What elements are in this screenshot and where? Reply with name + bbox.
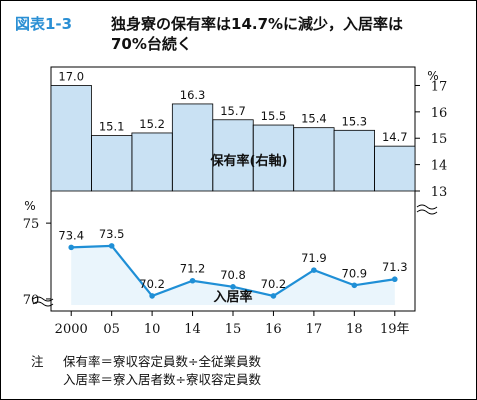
holding-rate-value-label: 16.3 [180, 88, 206, 102]
right-axis-tick-label: 16 [431, 106, 448, 121]
figure-number: 図表1-3 [15, 15, 73, 33]
occupancy-rate-value-label: 70.8 [220, 268, 246, 282]
holding-rate-value-label: 15.7 [220, 104, 246, 118]
right-axis-tick-label: 13 [431, 185, 448, 200]
left-axis-break-mark [32, 296, 54, 307]
x-axis-tick-label: 10 [144, 322, 161, 337]
figure-title-line1: 独身寮の保有率は14.7%に減少，入居率は [111, 15, 404, 33]
x-axis-tick-label: 2000 [55, 322, 88, 337]
holding-rate-bar [374, 145, 416, 192]
figure-title-line2: 70%台続く [111, 35, 192, 53]
right-axis-break-mark [416, 204, 438, 215]
holding-rate-value-label: 15.2 [139, 117, 165, 131]
left-axis-tick-label: 75 [23, 217, 40, 232]
occupancy-rate-point [311, 267, 317, 273]
occupancy-rate-area [71, 245, 395, 305]
occupancy-rate-value-label: 70.2 [261, 277, 287, 291]
x-axis-tick-label: 15 [225, 322, 242, 337]
occupancy-rate-value-label: 73.5 [99, 227, 125, 241]
occupancy-rate-point [189, 277, 196, 284]
occupancy-rate-value-label: 70.9 [342, 266, 368, 280]
x-axis-tick-label: 19年 [380, 322, 410, 337]
x-axis-tick-label: 18 [346, 322, 363, 337]
holding-rate-value-label: 15.5 [261, 109, 287, 123]
occupancy-rate-value-label: 71.2 [180, 262, 206, 276]
occupancy-rate-point [108, 243, 115, 249]
note-holding-rate: 保有率＝寮収容定員数÷全従業員数 [63, 354, 261, 369]
x-axis-tick-label: 14 [184, 322, 201, 337]
occupancy-rate-point [391, 276, 398, 283]
holding-rate-area [51, 85, 415, 191]
holding-rate-value-label: 14.7 [382, 130, 408, 144]
holding-rate-value-label: 15.4 [301, 112, 327, 126]
right-axis-tick-label: 14 [431, 159, 448, 174]
holding-rate-value-label: 15.1 [99, 120, 125, 134]
x-axis-tick-label: 16 [265, 322, 282, 337]
occupancy-rate-point [68, 244, 75, 251]
occupancy-rate-point [230, 284, 236, 290]
note-occupancy-rate: 入居率＝寮入居者数÷寮収容定員数 [63, 372, 261, 387]
occupancy-rate-value-label: 70.2 [139, 277, 165, 291]
occupancy-rate-point [270, 293, 277, 299]
occupancy-rate-point [149, 293, 155, 299]
occupancy-rate-series-label: 入居率 [213, 289, 252, 305]
occupancy-rate-value-label: 71.9 [301, 251, 327, 265]
x-axis-tick-label: 17 [306, 322, 323, 337]
occupancy-rate-value-label: 73.4 [58, 228, 84, 242]
holding-rate-series-label: 保有率(右軸) [210, 153, 288, 169]
left-axis-tick-label: 70 [23, 293, 40, 308]
holding-rate-value-label: 17.0 [58, 69, 84, 83]
note-mark: 注 [31, 354, 44, 369]
occupancy-rate-value-label: 71.3 [382, 260, 408, 274]
holding-rate-value-label: 15.3 [342, 114, 368, 128]
right-axis-unit: % [427, 69, 438, 83]
x-axis-tick-label: 05 [103, 322, 120, 337]
occupancy-rate-point [351, 282, 358, 289]
right-axis-tick-label: 15 [431, 132, 448, 147]
right-axis-tick-label: 17 [431, 79, 448, 94]
left-axis-unit: % [24, 199, 35, 213]
